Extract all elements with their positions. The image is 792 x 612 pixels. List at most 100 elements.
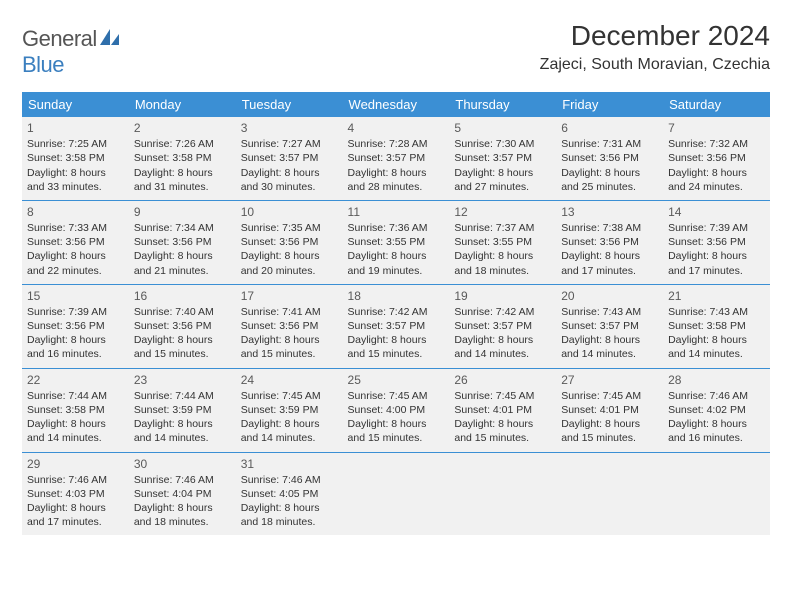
calendar-day-cell: 19Sunrise: 7:42 AMSunset: 3:57 PMDayligh…	[449, 284, 556, 368]
daylight-line: Daylight: 8 hours and 25 minutes.	[561, 166, 658, 194]
daylight-line: Daylight: 8 hours and 15 minutes.	[454, 417, 551, 445]
day-number: 19	[454, 288, 551, 304]
location-subtitle: Zajeci, South Moravian, Czechia	[540, 56, 770, 74]
day-header: Wednesday	[343, 92, 450, 117]
calendar-day-cell: 10Sunrise: 7:35 AMSunset: 3:56 PMDayligh…	[236, 200, 343, 284]
sunrise-line: Sunrise: 7:45 AM	[561, 389, 658, 403]
sunset-line: Sunset: 3:56 PM	[241, 319, 338, 333]
day-number: 14	[668, 204, 765, 220]
sunrise-line: Sunrise: 7:40 AM	[134, 305, 231, 319]
day-number: 28	[668, 372, 765, 388]
calendar-day-cell: 6Sunrise: 7:31 AMSunset: 3:56 PMDaylight…	[556, 117, 663, 200]
daylight-line: Daylight: 8 hours and 18 minutes.	[134, 501, 231, 529]
calendar-day-cell: 25Sunrise: 7:45 AMSunset: 4:00 PMDayligh…	[343, 368, 450, 452]
sunrise-line: Sunrise: 7:39 AM	[27, 305, 124, 319]
logo-sail-icon	[99, 28, 121, 46]
daylight-line: Daylight: 8 hours and 21 minutes.	[134, 249, 231, 277]
sunrise-line: Sunrise: 7:33 AM	[27, 221, 124, 235]
daylight-line: Daylight: 8 hours and 30 minutes.	[241, 166, 338, 194]
sunset-line: Sunset: 3:56 PM	[668, 151, 765, 165]
sunrise-line: Sunrise: 7:45 AM	[454, 389, 551, 403]
day-number: 16	[134, 288, 231, 304]
calendar-day-cell: 24Sunrise: 7:45 AMSunset: 3:59 PMDayligh…	[236, 368, 343, 452]
daylight-line: Daylight: 8 hours and 22 minutes.	[27, 249, 124, 277]
calendar-day-cell: 8Sunrise: 7:33 AMSunset: 3:56 PMDaylight…	[22, 200, 129, 284]
day-header: Saturday	[663, 92, 770, 117]
day-number: 22	[27, 372, 124, 388]
day-number: 20	[561, 288, 658, 304]
daylight-line: Daylight: 8 hours and 16 minutes.	[668, 417, 765, 445]
sunrise-line: Sunrise: 7:28 AM	[348, 137, 445, 151]
day-number: 13	[561, 204, 658, 220]
calendar-day-cell: 2Sunrise: 7:26 AMSunset: 3:58 PMDaylight…	[129, 117, 236, 200]
sunset-line: Sunset: 3:58 PM	[27, 151, 124, 165]
day-number: 30	[134, 456, 231, 472]
day-number: 26	[454, 372, 551, 388]
sunset-line: Sunset: 3:56 PM	[241, 235, 338, 249]
sunrise-line: Sunrise: 7:25 AM	[27, 137, 124, 151]
sunrise-line: Sunrise: 7:37 AM	[454, 221, 551, 235]
calendar-day-cell: 17Sunrise: 7:41 AMSunset: 3:56 PMDayligh…	[236, 284, 343, 368]
sunrise-line: Sunrise: 7:30 AM	[454, 137, 551, 151]
sunrise-line: Sunrise: 7:44 AM	[134, 389, 231, 403]
sunset-line: Sunset: 4:01 PM	[561, 403, 658, 417]
sunset-line: Sunset: 3:56 PM	[134, 319, 231, 333]
calendar-day-cell: 21Sunrise: 7:43 AMSunset: 3:58 PMDayligh…	[663, 284, 770, 368]
sunset-line: Sunset: 4:00 PM	[348, 403, 445, 417]
logo-text-general: General	[22, 26, 97, 51]
calendar-empty-cell	[343, 452, 450, 535]
calendar-day-cell: 22Sunrise: 7:44 AMSunset: 3:58 PMDayligh…	[22, 368, 129, 452]
calendar-day-cell: 15Sunrise: 7:39 AMSunset: 3:56 PMDayligh…	[22, 284, 129, 368]
calendar-day-cell: 1Sunrise: 7:25 AMSunset: 3:58 PMDaylight…	[22, 117, 129, 200]
month-title: December 2024	[540, 20, 770, 52]
day-header: Thursday	[449, 92, 556, 117]
daylight-line: Daylight: 8 hours and 33 minutes.	[27, 166, 124, 194]
daylight-line: Daylight: 8 hours and 14 minutes.	[27, 417, 124, 445]
sunset-line: Sunset: 3:56 PM	[27, 319, 124, 333]
sunrise-line: Sunrise: 7:46 AM	[668, 389, 765, 403]
sunset-line: Sunset: 3:58 PM	[27, 403, 124, 417]
day-number: 9	[134, 204, 231, 220]
sunset-line: Sunset: 4:03 PM	[27, 487, 124, 501]
daylight-line: Daylight: 8 hours and 17 minutes.	[27, 501, 124, 529]
sunrise-line: Sunrise: 7:26 AM	[134, 137, 231, 151]
calendar-day-cell: 13Sunrise: 7:38 AMSunset: 3:56 PMDayligh…	[556, 200, 663, 284]
sunset-line: Sunset: 3:57 PM	[561, 319, 658, 333]
day-number: 2	[134, 120, 231, 136]
sunrise-line: Sunrise: 7:42 AM	[454, 305, 551, 319]
day-header: Tuesday	[236, 92, 343, 117]
day-number: 17	[241, 288, 338, 304]
calendar-day-cell: 11Sunrise: 7:36 AMSunset: 3:55 PMDayligh…	[343, 200, 450, 284]
sunrise-line: Sunrise: 7:46 AM	[134, 473, 231, 487]
calendar-page: General Blue December 2024 Zajeci, South…	[0, 0, 792, 555]
daylight-line: Daylight: 8 hours and 18 minutes.	[454, 249, 551, 277]
daylight-line: Daylight: 8 hours and 24 minutes.	[668, 166, 765, 194]
daylight-line: Daylight: 8 hours and 15 minutes.	[134, 333, 231, 361]
calendar-day-cell: 31Sunrise: 7:46 AMSunset: 4:05 PMDayligh…	[236, 452, 343, 535]
daylight-line: Daylight: 8 hours and 14 minutes.	[454, 333, 551, 361]
sunset-line: Sunset: 3:59 PM	[134, 403, 231, 417]
day-number: 29	[27, 456, 124, 472]
sunrise-line: Sunrise: 7:27 AM	[241, 137, 338, 151]
calendar-day-cell: 28Sunrise: 7:46 AMSunset: 4:02 PMDayligh…	[663, 368, 770, 452]
sunrise-line: Sunrise: 7:44 AM	[27, 389, 124, 403]
calendar-empty-cell	[663, 452, 770, 535]
title-block: December 2024 Zajeci, South Moravian, Cz…	[540, 20, 770, 74]
calendar-day-cell: 14Sunrise: 7:39 AMSunset: 3:56 PMDayligh…	[663, 200, 770, 284]
day-number: 15	[27, 288, 124, 304]
sunset-line: Sunset: 3:59 PM	[241, 403, 338, 417]
sunset-line: Sunset: 4:02 PM	[668, 403, 765, 417]
calendar-week-row: 22Sunrise: 7:44 AMSunset: 3:58 PMDayligh…	[22, 368, 770, 452]
sunset-line: Sunset: 3:56 PM	[668, 235, 765, 249]
day-number: 6	[561, 120, 658, 136]
day-number: 21	[668, 288, 765, 304]
sunset-line: Sunset: 3:56 PM	[561, 151, 658, 165]
sunset-line: Sunset: 4:01 PM	[454, 403, 551, 417]
header-row: General Blue December 2024 Zajeci, South…	[22, 20, 770, 78]
daylight-line: Daylight: 8 hours and 15 minutes.	[561, 417, 658, 445]
daylight-line: Daylight: 8 hours and 27 minutes.	[454, 166, 551, 194]
daylight-line: Daylight: 8 hours and 14 minutes.	[561, 333, 658, 361]
daylight-line: Daylight: 8 hours and 18 minutes.	[241, 501, 338, 529]
day-number: 3	[241, 120, 338, 136]
day-number: 27	[561, 372, 658, 388]
